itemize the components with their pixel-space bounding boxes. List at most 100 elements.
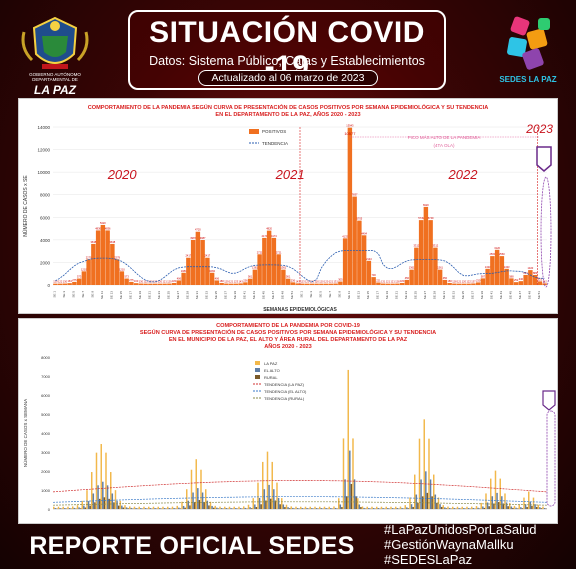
gobernacion-text: GOBIERNO AUTÓNOMO DEPARTAMENTAL DE [29,72,81,82]
bar [486,502,489,509]
data-label: 4820 [266,227,272,231]
bar [57,506,60,509]
bar [461,506,463,509]
bar [345,496,348,509]
bar [540,508,543,509]
x-tick-label: SE 25 [166,291,170,300]
bar [62,283,68,285]
trend-line [52,501,548,506]
data-label: 2721 [257,250,263,254]
bar [510,506,513,509]
hashtag-3[interactable]: #SEDESLaPaz [384,552,473,567]
hashtag-2[interactable]: #GestiónWaynaMallku [384,537,514,552]
data-label: 143 [295,279,300,283]
data-label: 143 [238,279,243,283]
bar [466,506,468,509]
bar [342,238,348,285]
bar [250,508,253,509]
bar [532,274,538,285]
bar [490,478,492,509]
x-tick-label: SE 3 [62,291,66,298]
data-label: 573 [77,275,82,279]
bar [243,282,248,285]
bar [258,497,261,509]
data-label: 275 [72,278,77,282]
data-label: 561 [248,275,253,279]
data-label: 2417 [185,254,191,258]
data-label: 406 [215,276,220,280]
bar [235,508,237,509]
bar [485,268,490,285]
data-label: 120 [305,280,310,284]
bar [73,507,76,509]
highlight-ellipse [540,176,552,288]
bar [83,505,85,509]
y-tick-label: 8000 [40,193,51,198]
bar [266,451,269,509]
legend-label: EL ALTO [264,368,280,373]
bar [334,507,337,509]
bar [505,502,508,509]
bar [287,507,289,509]
bar [271,237,277,285]
bar [238,283,243,285]
bar [480,502,482,509]
data-label: 120 [324,280,329,284]
bar [301,508,304,509]
bar [499,256,505,285]
bar [477,507,479,509]
data-label: 1210 [81,267,87,271]
x-tick-label: SE 17 [375,291,379,300]
bar [208,505,210,509]
bar [352,438,354,509]
bar [233,506,235,509]
data-label: 450 [443,276,448,280]
bar [171,506,174,509]
data-label: 163 [67,279,72,283]
legend-swatch [255,361,260,365]
bar [197,488,199,509]
data-label: 1361 [437,266,443,270]
bar [490,256,495,285]
bar [167,283,172,285]
hashtag-1[interactable]: #LaPazUnidosPorLaSalud [384,522,537,537]
bar [211,505,213,509]
gobernacion-logo [14,14,96,96]
data-label: 120 [319,280,324,284]
y-axis-label: NÚMERO DE CASOS x SE [22,175,29,237]
bar [440,506,443,509]
x-tick-label: SE 7 [81,291,85,298]
data-label: 4174 [261,234,267,238]
bar [182,505,185,509]
data-label: 2279 [114,255,120,259]
bar [300,283,305,285]
bar [429,479,432,509]
data-label: 3638 [90,240,96,244]
x-tick-label: SE 47 [271,291,275,300]
bar [260,504,262,509]
data-label: 323 [538,277,543,281]
bar [249,507,251,509]
data-label: 1361 [252,266,258,270]
y-tick-label: 1000 [41,488,51,493]
data-label: 1320 [527,266,533,270]
bar [338,281,343,285]
legend-label: LA PAZ [264,361,278,366]
bar [224,506,226,509]
data-label: 180 [447,279,452,283]
x-tick-label: SE 33 [204,291,208,300]
chart2-svg: 8000 7000 6000 5000 4000 3000 2000 1000 0 NÚMERO … [22,355,556,512]
data-label: 2143 [366,257,372,261]
bar [263,489,266,509]
bar [304,283,310,285]
x-tick-label: SE 45 [508,291,512,300]
bar [436,502,438,509]
sedes-logo [494,14,562,96]
bar [366,260,372,285]
bar [475,506,478,509]
data-label: 3312 [432,244,438,248]
bar [371,506,373,509]
y-tick-label: 7000 [41,374,51,379]
bar [447,282,452,285]
chart-municipios: COMPORTAMIENTO DE LA PANDEMIA POR COVID-… [18,318,558,524]
